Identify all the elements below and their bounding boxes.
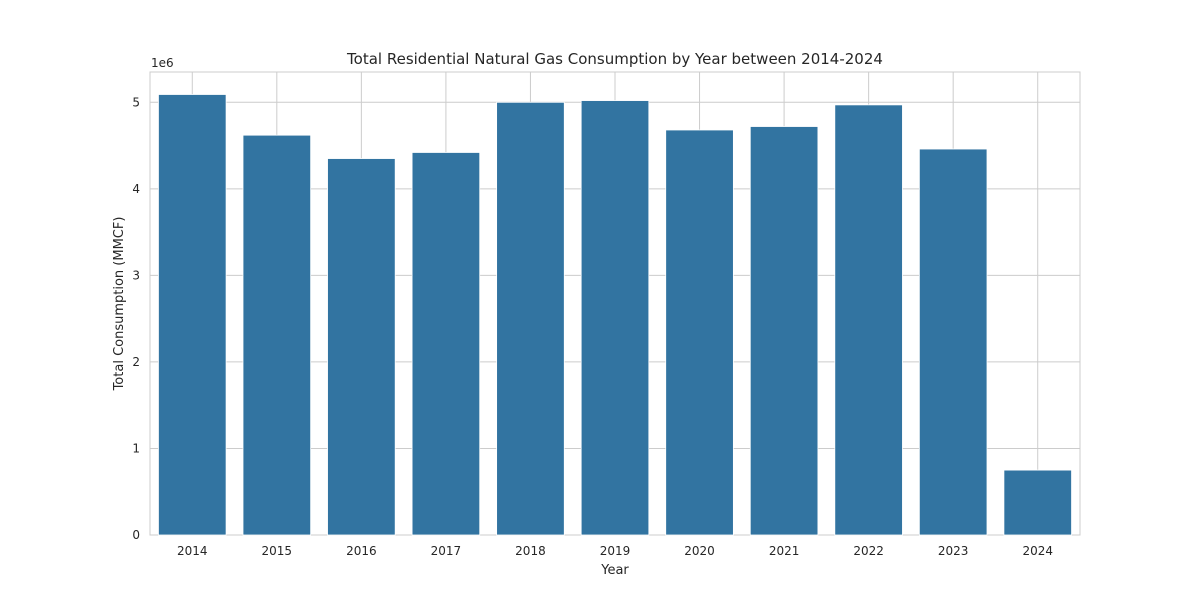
x-tick-label: 2021	[769, 544, 800, 558]
y-tick-labels: 0 1 2 3 4 5	[132, 95, 140, 542]
bar-2020	[665, 129, 734, 536]
bars-layer	[158, 94, 1072, 536]
x-tick-label: 2015	[262, 544, 293, 558]
x-tick-label: 2024	[1022, 544, 1053, 558]
bar-2016	[327, 158, 396, 536]
chart-title: Total Residential Natural Gas Consumptio…	[346, 50, 883, 68]
y-tick-label: 4	[132, 182, 140, 196]
bar-2023	[918, 148, 988, 536]
y-tick-label: 2	[132, 355, 140, 369]
x-tick-label: 2023	[938, 544, 969, 558]
bar-2018	[496, 101, 565, 536]
y-tick-label: 5	[132, 95, 140, 109]
x-tick-label: 2019	[600, 544, 631, 558]
y-tick-label: 1	[132, 441, 140, 455]
bar-2019	[580, 100, 650, 536]
x-tick-label: 2018	[515, 544, 546, 558]
y-tick-label: 3	[132, 268, 140, 282]
y-scale-label: 1e6	[151, 56, 174, 70]
bar-2021	[749, 126, 819, 536]
bar-2022	[834, 104, 903, 536]
bar-2014	[158, 94, 227, 536]
y-axis-label: Total Consumption (MMCF)	[112, 217, 127, 392]
x-axis-label: Year	[600, 563, 629, 578]
x-tick-label: 2016	[346, 544, 377, 558]
x-tick-label: 2020	[684, 544, 715, 558]
bar-2024	[1003, 469, 1072, 536]
x-tick-label: 2022	[853, 544, 884, 558]
x-tick-labels: 2014 2015 2016 2017 2018 2019 2020 2021 2022 2023…	[177, 544, 1053, 558]
bar-2015	[242, 134, 312, 536]
y-tick-label: 0	[132, 528, 140, 542]
x-tick-label: 2014	[177, 544, 208, 558]
bar-2017	[411, 152, 481, 536]
x-tick-label: 2017	[431, 544, 462, 558]
